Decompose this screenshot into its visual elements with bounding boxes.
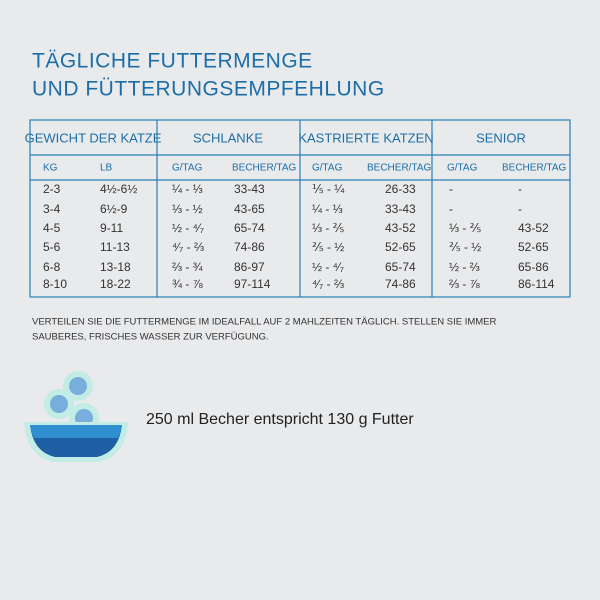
bowl-icon (24, 371, 128, 462)
title: TÄGLICHE FUTTERMENGE (32, 50, 313, 73)
column-header: LB (100, 163, 113, 174)
table-cell: 9-11 (100, 221, 123, 235)
column-header: G/TAG (447, 163, 478, 174)
table-cell: 86-97 (234, 260, 265, 274)
table-cell: ⅓ - ⅖ (312, 221, 345, 235)
table-cell: 65-86 (518, 260, 549, 274)
table-cell: ⁴⁄₇ - ⅔ (312, 277, 344, 291)
table-cell: 11-13 (100, 240, 130, 254)
table-cell: 43-52 (385, 221, 416, 235)
table-cell: ⁴⁄₇ - ⅔ (172, 240, 204, 254)
table-cell: 5-6 (43, 240, 61, 254)
table-cell: - (449, 182, 453, 196)
table-cell: 74-86 (385, 277, 416, 291)
table-cell: 52-65 (385, 240, 416, 254)
table-cell: - (518, 182, 522, 196)
column-header: G/TAG (312, 163, 343, 174)
table: GEWICHT DER KATZE SCHLANKE KASTRIERTE KATZ… (25, 130, 567, 291)
table-cell: 43-52 (518, 221, 549, 235)
table-cell: 4½-6½ (100, 182, 137, 196)
column-header: BECHER/TAG (502, 163, 566, 174)
table-cell: ¼ - ⅓ (312, 202, 343, 216)
table-cell: ½ - ⁴⁄₇ (172, 221, 204, 235)
table-cell: 97-114 (234, 277, 271, 291)
table-cell: 86-114 (518, 277, 555, 291)
table-cell: ½ - ⁴⁄₇ (312, 260, 344, 274)
table-cell: 6½-9 (100, 202, 128, 216)
table-cell: - (518, 202, 522, 216)
table-cell: 43-65 (234, 202, 265, 216)
table-cell: ⅖ - ½ (312, 240, 344, 254)
table-cell: 4-5 (43, 221, 61, 235)
table-cell: ¾ - ⅞ (172, 277, 204, 291)
table-cell: ⅖ - ½ (449, 240, 481, 254)
note: SAUBERES, FRISCHES WASSER ZUR VERFÜGUNG. (32, 332, 269, 343)
title: UND FÜTTERUNGSEMPFEHLUNG (32, 78, 385, 101)
table-cell: ⅓ - ⅖ (449, 221, 482, 235)
table-cell: 6-8 (43, 260, 61, 274)
table-cell: 26-33 (385, 182, 416, 196)
column-header: BECHER/TAG (367, 163, 431, 174)
note: VERTEILEN SIE DIE FUTTERMENGE IM IDEALFA… (32, 317, 497, 328)
caption: 250 ml Becher entspricht 130 g Futter (146, 411, 414, 428)
table-cell: 74-86 (234, 240, 265, 254)
table-cell: 18-22 (100, 277, 131, 291)
table-cell: 2-3 (43, 182, 61, 196)
table-cell: ⅔ - ⅞ (449, 277, 481, 291)
column-header: KG (43, 163, 58, 174)
column-header: BECHER/TAG (232, 163, 296, 174)
table-cell: ½ - ⅔ (449, 260, 480, 274)
table-cell: 8-10 (43, 277, 67, 291)
table-cell: - (449, 202, 453, 216)
group-header: KASTRIERTE KATZEN (298, 130, 433, 145)
table-cell: 3-4 (43, 202, 61, 216)
table-cell: ⅕ - ¼ (312, 182, 345, 196)
group-header: GEWICHT DER KATZE (25, 130, 162, 145)
group-header: SCHLANKE (193, 130, 263, 145)
group-header: SENIOR (476, 130, 526, 145)
table-cell: 65-74 (385, 260, 416, 274)
table-cell: 13-18 (100, 260, 131, 274)
table-cell: 33-43 (385, 202, 416, 216)
table-cell: 65-74 (234, 221, 265, 235)
table-cell: ⅓ - ½ (172, 202, 203, 216)
table-cell: ⅔ - ¾ (172, 260, 204, 274)
table-cell: 52-65 (518, 240, 549, 254)
table-cell: ¼ - ⅓ (172, 182, 203, 196)
column-header: G/TAG (172, 163, 203, 174)
table-cell: 33-43 (234, 182, 265, 196)
